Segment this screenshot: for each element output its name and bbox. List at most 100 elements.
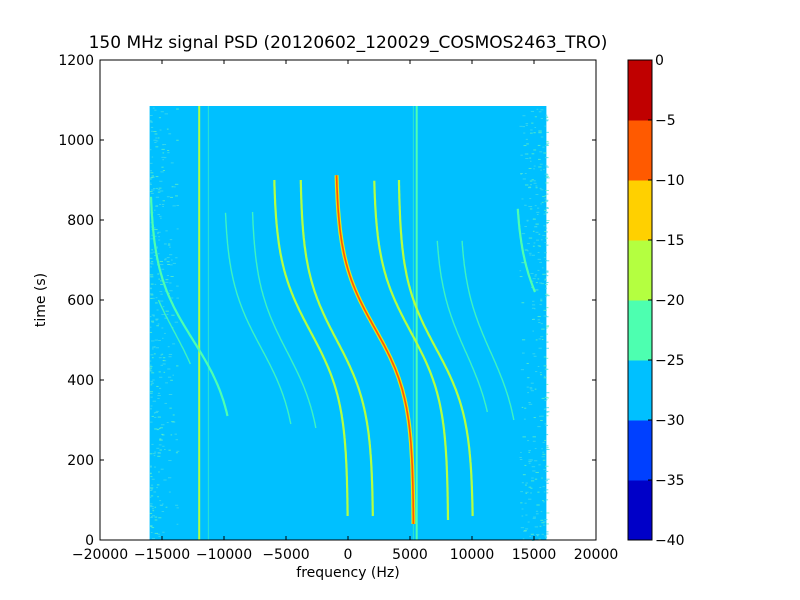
noise-speck xyxy=(543,521,546,523)
noise-speck xyxy=(544,399,547,401)
noise-speck xyxy=(536,214,539,216)
noise-speck xyxy=(544,209,547,211)
noise-speck xyxy=(533,168,535,170)
noise-speck xyxy=(535,471,539,473)
noise-speck xyxy=(546,347,549,349)
noise-speck xyxy=(542,459,546,461)
noise-speck xyxy=(546,120,548,122)
track-line xyxy=(335,175,415,524)
noise-speck xyxy=(533,132,536,134)
noise-speck xyxy=(154,466,156,468)
noise-speck xyxy=(160,354,163,356)
noise-speck xyxy=(161,203,165,205)
noise-speck xyxy=(157,392,161,394)
noise-speck xyxy=(546,368,549,370)
noise-speck xyxy=(537,251,540,253)
noise-speck xyxy=(149,472,152,474)
noise-speck xyxy=(521,262,525,264)
noise-speck xyxy=(543,356,547,358)
noise-speck xyxy=(533,180,536,182)
noise-speck xyxy=(545,182,549,184)
noise-speck xyxy=(542,441,545,443)
noise-speck xyxy=(542,486,545,488)
noise-speck xyxy=(156,385,159,387)
noise-speck xyxy=(528,462,531,464)
noise-speck xyxy=(149,512,153,514)
noise-speck xyxy=(161,327,164,329)
noise-speck xyxy=(151,382,154,384)
noise-speck xyxy=(158,444,162,446)
noise-speck xyxy=(540,239,543,241)
noise-speck xyxy=(530,533,534,535)
noise-speck xyxy=(532,218,536,220)
noise-speck xyxy=(535,226,537,228)
y-tick-label: 1200 xyxy=(58,53,94,69)
noise-speck xyxy=(159,215,162,217)
noise-speck xyxy=(154,506,157,508)
noise-speck xyxy=(176,365,179,367)
noise-speck xyxy=(150,120,153,122)
noise-speck xyxy=(546,200,549,202)
noise-speck xyxy=(543,468,546,470)
track-line xyxy=(436,240,488,413)
noise-speck xyxy=(541,456,545,458)
noise-speck xyxy=(168,133,172,135)
noise-speck xyxy=(152,315,155,317)
noise-speck xyxy=(544,125,546,127)
noise-speck xyxy=(175,257,178,259)
noise-speck xyxy=(533,417,536,419)
noise-speck xyxy=(545,207,549,209)
noise-speck xyxy=(149,466,152,468)
noise-speck xyxy=(149,326,152,328)
noise-speck xyxy=(157,231,161,233)
noise-speck xyxy=(545,316,549,318)
noise-speck xyxy=(167,368,171,370)
noise-speck xyxy=(542,501,545,503)
noise-speck xyxy=(150,238,154,240)
noise-speck xyxy=(535,513,539,515)
noise-speck xyxy=(155,319,159,321)
noise-speck xyxy=(161,166,164,168)
noise-speck xyxy=(162,144,167,146)
noise-speck xyxy=(153,353,156,355)
noise-speck xyxy=(525,123,529,125)
noise-speck xyxy=(152,176,155,178)
noise-speck xyxy=(544,519,548,521)
noise-speck xyxy=(533,308,536,310)
noise-speck xyxy=(531,307,535,309)
noise-speck xyxy=(169,254,173,256)
x-tick-label: 15000 xyxy=(512,547,557,563)
noise-speck xyxy=(543,491,546,493)
noise-speck xyxy=(524,204,527,206)
noise-speck xyxy=(150,297,153,299)
noise-speck xyxy=(526,143,529,145)
noise-speck xyxy=(164,258,167,260)
noise-speck xyxy=(521,302,525,304)
noise-speck xyxy=(540,136,544,138)
noise-speck xyxy=(523,530,527,532)
noise-speck xyxy=(541,201,544,203)
noise-speck xyxy=(160,364,163,366)
noise-speck xyxy=(149,360,152,362)
noise-speck xyxy=(157,214,161,216)
noise-speck xyxy=(153,188,156,190)
noise-speck xyxy=(161,156,165,158)
noise-speck xyxy=(151,415,154,417)
noise-speck xyxy=(151,189,155,191)
noise-speck xyxy=(156,429,160,431)
noise-speck xyxy=(150,396,153,398)
noise-speck xyxy=(164,332,166,334)
noise-speck xyxy=(150,276,154,278)
noise-speck xyxy=(157,191,161,193)
noise-speck xyxy=(150,531,153,533)
noise-speck xyxy=(151,314,155,316)
noise-speck xyxy=(545,333,548,335)
track-line xyxy=(299,180,374,516)
noise-speck xyxy=(545,325,550,327)
noise-speck xyxy=(545,237,548,239)
noise-speck xyxy=(174,321,179,323)
noise-speck xyxy=(540,374,543,376)
noise-speck xyxy=(545,189,549,191)
noise-speck xyxy=(162,359,165,361)
noise-speck xyxy=(546,271,549,273)
